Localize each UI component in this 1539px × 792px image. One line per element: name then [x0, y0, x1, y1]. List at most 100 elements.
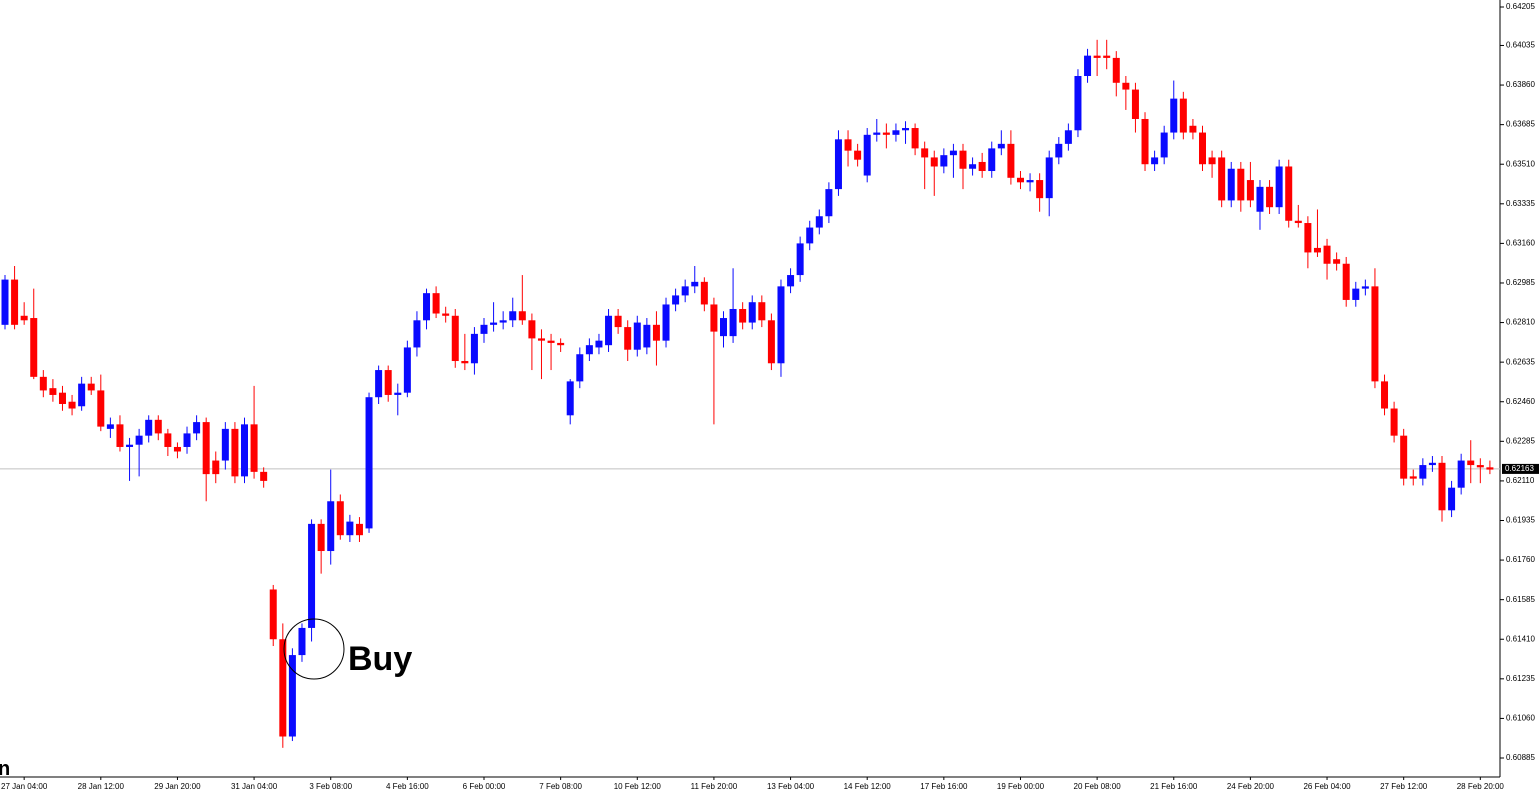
candle-body [1333, 259, 1341, 264]
candle-body [327, 501, 335, 552]
candle-body [451, 315, 459, 362]
candle-body [30, 318, 38, 377]
candle-body [969, 164, 977, 169]
candle-body [432, 293, 440, 314]
candle-body [863, 134, 871, 176]
candle-body [566, 381, 574, 416]
candle-body [1285, 166, 1293, 221]
x-tick-label: 13 Feb 04:00 [767, 782, 815, 791]
candle-body [193, 422, 201, 434]
candle-body [873, 132, 881, 135]
candle-body [720, 318, 727, 337]
candle-body [1371, 286, 1379, 382]
candle-body [1409, 476, 1417, 479]
x-tick-label: 28 Feb 20:00 [1457, 782, 1505, 791]
candle-body [767, 320, 775, 364]
candle-body [652, 324, 660, 341]
candle-body [1208, 157, 1216, 165]
x-tick-label: 19 Feb 00:00 [997, 782, 1045, 791]
candle-body [106, 424, 114, 429]
y-tick-label: 0.63685 [1506, 120, 1535, 129]
candle-body [1, 279, 9, 325]
x-tick-label: 31 Jan 04:00 [231, 782, 278, 791]
candle-body [317, 523, 325, 552]
y-tick-label: 0.62460 [1506, 397, 1535, 406]
candle-body [1218, 157, 1226, 201]
candle-body [748, 302, 756, 323]
candle-body [221, 428, 229, 461]
candle-body [882, 132, 890, 135]
candle-body [1045, 157, 1053, 199]
candle-body [1448, 487, 1456, 511]
current-price-box [1502, 463, 1539, 474]
x-tick-label: 28 Jan 12:00 [78, 782, 125, 791]
candle-body [183, 433, 191, 447]
candle-body [231, 428, 239, 477]
candle-body [68, 401, 76, 409]
candle-body [815, 216, 823, 228]
candle-body [375, 370, 383, 398]
x-tick-label: 10 Feb 12:00 [614, 782, 662, 791]
candle-body [691, 281, 699, 287]
candle-body [1103, 55, 1111, 58]
candle-body [346, 521, 354, 536]
x-tick-label: 3 Feb 08:00 [309, 782, 352, 791]
x-tick-label: 14 Feb 12:00 [844, 782, 892, 791]
y-tick-label: 0.63335 [1506, 199, 1535, 208]
candle-body [1189, 125, 1197, 133]
x-tick-label: 21 Feb 16:00 [1150, 782, 1198, 791]
candle-body [595, 340, 603, 348]
candle-body [1457, 460, 1465, 488]
candle-body [355, 523, 363, 536]
candle-body [154, 419, 162, 434]
candle-body [11, 279, 19, 325]
y-tick-label: 0.64205 [1506, 2, 1535, 11]
candle-body [1246, 180, 1254, 201]
candle-body [1007, 143, 1015, 178]
candle-body [1112, 57, 1120, 83]
y-tick-label: 0.64035 [1506, 41, 1535, 50]
candle-body [605, 315, 613, 346]
y-tick-label: 0.61585 [1506, 595, 1535, 604]
candle-body [1419, 465, 1427, 479]
candle-body [394, 392, 402, 395]
y-tick-label: 0.63860 [1506, 80, 1535, 89]
candle-body [78, 383, 86, 407]
x-tick-label: 7 Feb 08:00 [539, 782, 582, 791]
x-tick-label: 6 Feb 00:00 [463, 782, 506, 791]
candle-body [585, 345, 593, 355]
y-tick-label: 0.63510 [1506, 159, 1535, 168]
candle-body [1294, 220, 1302, 224]
candle-body [480, 324, 488, 334]
y-tick-label: 0.62635 [1506, 357, 1535, 366]
candle-body [1400, 435, 1408, 479]
x-tick-label: 11 Feb 20:00 [691, 782, 738, 791]
candle-body [518, 311, 526, 321]
candle-body [1227, 168, 1235, 201]
y-tick-label: 0.60885 [1506, 753, 1535, 762]
candle-body [39, 376, 47, 391]
candle-body [1352, 288, 1360, 300]
candle-body [1151, 157, 1159, 165]
x-tick-label: 26 Feb 04:00 [1303, 782, 1351, 791]
candle-body [844, 139, 852, 151]
candle-body [624, 327, 632, 350]
candle-body [1160, 132, 1168, 158]
candle-body [1486, 467, 1494, 470]
candle-body [499, 320, 507, 323]
corner-text: n [0, 758, 10, 780]
candle-body [825, 189, 833, 217]
candle-body [1199, 132, 1206, 165]
candle-body [787, 275, 795, 287]
candle-body [1026, 180, 1034, 183]
candle-body [49, 388, 57, 395]
y-tick-label: 0.61410 [1506, 634, 1535, 643]
candle-body [1131, 89, 1139, 119]
candle-body [87, 383, 95, 391]
candle-body [1342, 263, 1350, 300]
candle-body [614, 315, 622, 328]
candle-body [700, 281, 708, 305]
candle-body [164, 433, 172, 447]
x-tick-label: 24 Feb 20:00 [1227, 782, 1275, 791]
candle-body [777, 286, 785, 364]
